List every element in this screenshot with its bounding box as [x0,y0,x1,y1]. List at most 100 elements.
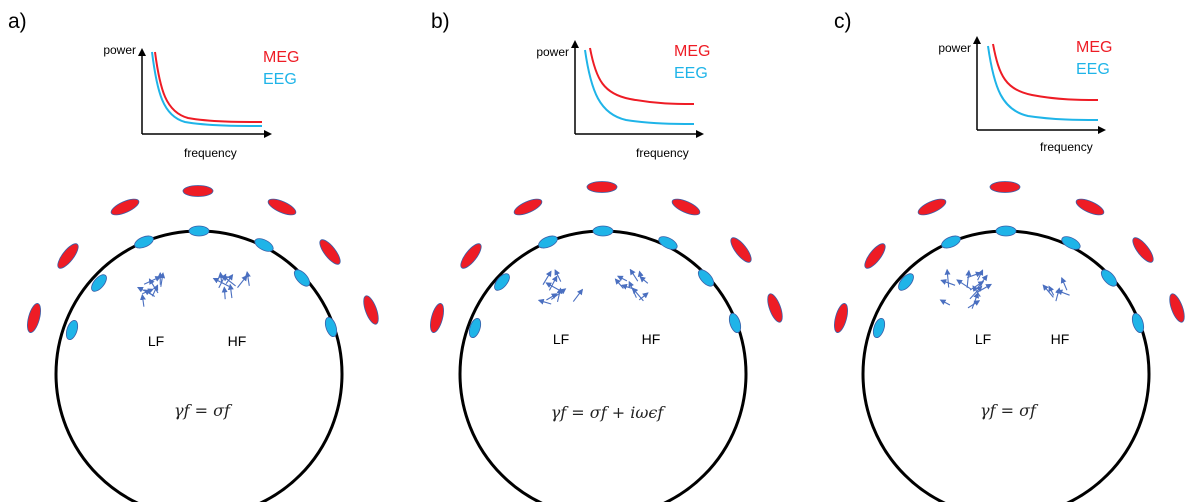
eeg-electrodes [468,225,742,339]
panel-b: b) power frequency MEG EEG [430,10,783,502]
meg-spectrum-line [992,43,1099,101]
dipole-cluster-hf [1042,276,1070,302]
legend-meg: MEG [1076,39,1112,56]
meg-sensor [1132,237,1154,263]
power-spectrum-plot: power frequency MEG EEG [938,36,1112,154]
dipole-arrow [939,299,951,306]
dipole-arrow [225,273,234,285]
meg-sensor [834,303,848,333]
eeg-electrode [188,225,210,237]
x-axis-label: frequency [184,146,237,160]
meg-sensor [730,237,752,263]
meg-sensor [989,181,1021,193]
meg-sensor [460,243,482,269]
eeg-electrode [1131,312,1145,334]
dipole-arrow [244,271,251,286]
dipole-arrow [142,288,154,295]
conductivity-formula: γf = σf [980,401,1039,420]
eeg-electrode [697,269,715,287]
region-label-hf: HF [642,331,661,347]
dipole-arrow [151,284,159,297]
region-label-hf: HF [1051,331,1070,347]
eeg-electrode [658,236,678,250]
dipole-arrow [548,275,558,291]
eeg-electrode [728,312,742,334]
meg-sensor [513,198,543,216]
dipole-arrow [227,283,234,299]
dipole-arrow [554,269,562,282]
dipole-cluster-hf [614,268,649,302]
meg-sensor [319,239,341,265]
eeg-electrode [65,319,79,341]
dipole-cluster-lf [537,269,584,305]
dipole-arrow [1048,285,1055,296]
meg-sensor [110,198,140,216]
eeg-electrode [324,316,338,338]
dipole-arrow [1042,284,1054,298]
meg-sensor [182,185,214,197]
meg-sensor [1075,198,1105,216]
panel-c: c) power frequency MEG EEG [834,10,1185,502]
meg-sensor [864,243,886,269]
power-spectrum-plot: power frequency MEG EEG [103,43,299,160]
dipole-arrow [637,270,644,283]
meg-sensor [27,303,41,333]
panel-letter: c) [834,10,852,33]
legend-meg: MEG [674,43,710,60]
dipole-arrow [617,275,628,282]
panel-a: a) power frequency MEG EEG [8,10,379,502]
meg-sensor [57,243,79,269]
y-axis-label: power [103,43,136,57]
legend-eeg: EEG [263,71,297,88]
dipole-arrow [1055,287,1061,302]
dipole-arrow [1056,289,1070,296]
dipole-arrow [221,286,228,300]
dipole-arrow [546,293,558,301]
meg-sensors [430,181,783,333]
eeg-electrode [898,273,914,291]
region-label-lf: LF [148,333,164,349]
dipole-arrow [944,268,951,288]
dipole-arrow [537,298,552,305]
meg-sensors [27,185,379,333]
region-label-lf: LF [553,331,569,347]
eeg-electrode [995,225,1017,237]
legend-eeg: EEG [674,65,708,82]
eeg-electrode [941,235,961,249]
eeg-electrodes [65,225,338,341]
panel-letter: a) [8,10,27,33]
eeg-electrode [494,273,510,291]
dipole-arrow [143,276,162,285]
dipole-arrow [969,280,985,291]
eeg-spectrum-line [987,45,1099,121]
dipole-cluster-lf [137,272,166,307]
power-spectrum-plot: power frequency MEG EEG [536,40,710,160]
meg-sensor [363,295,379,325]
dipole-arrow [977,269,984,281]
dipole-cluster-hf [212,271,251,300]
eeg-electrode [254,238,274,252]
eeg-electrode [538,235,558,249]
meg-sensor [430,303,444,333]
eeg-electrode [592,225,614,237]
dipole-arrow [631,287,644,302]
dipole-arrow [971,292,979,309]
dipole-arrow [956,279,972,290]
dipole-arrow [620,283,638,291]
eeg-spectrum-line [584,49,695,125]
dipole-arrow [965,269,972,288]
region-label-lf: LF [975,331,991,347]
meg-sensor [767,293,783,323]
conductivity-formula: γf = σf [174,401,233,420]
dipole-arrow [969,285,983,300]
meg-sensors [834,181,1185,333]
meg-sensor [1169,293,1185,323]
panel-letter: b) [431,10,450,33]
dipole-arrow [139,293,146,307]
dipole-arrow [159,272,166,287]
eeg-electrodes [872,225,1145,339]
meg-sensor [267,198,297,216]
dipole-arrow [542,270,552,285]
meg-spectrum-line [154,51,263,123]
